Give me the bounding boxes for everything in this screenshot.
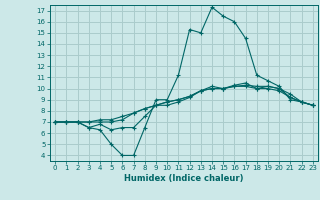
X-axis label: Humidex (Indice chaleur): Humidex (Indice chaleur) (124, 174, 244, 183)
